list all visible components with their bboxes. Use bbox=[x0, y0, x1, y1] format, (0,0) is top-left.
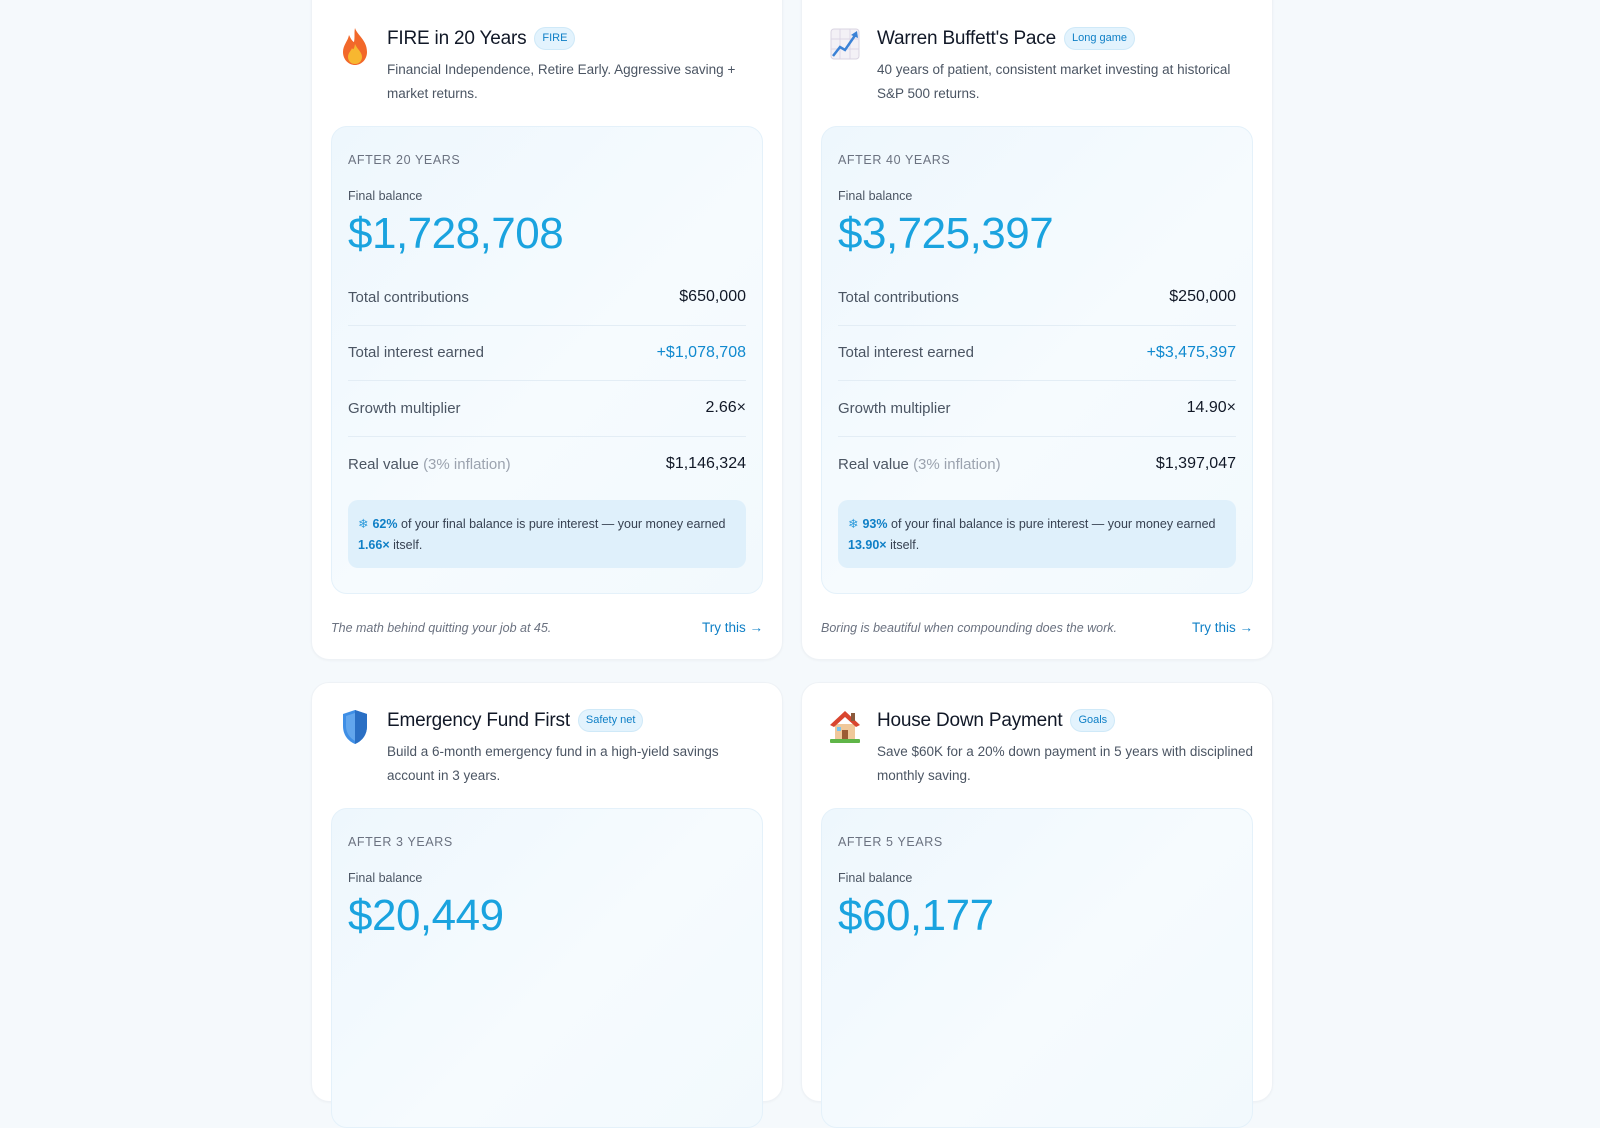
results-panel: AFTER 3 YEARS Final balance $20,449 bbox=[331, 808, 763, 1128]
category-badge: Long game bbox=[1063, 27, 1136, 50]
card-header: Emergency Fund First Safety net Build a … bbox=[331, 708, 763, 787]
final-balance-value: $3,725,397 bbox=[838, 209, 1054, 258]
final-balance-value: $1,728,708 bbox=[348, 209, 564, 258]
row-label: Total interest earned bbox=[838, 344, 974, 362]
tagline: The math behind quitting your job at 45. bbox=[331, 620, 552, 635]
real-value-row: Real value (3% inflation) $1,397,047 bbox=[838, 437, 1236, 493]
card-header: House Down Payment Goals Save $60K for a… bbox=[821, 708, 1253, 787]
card-footer: The math behind quitting your job at 45.… bbox=[331, 620, 763, 635]
results-panel: AFTER 40 YEARS Final balance $3,725,397 … bbox=[821, 126, 1253, 594]
card-description: Build a 6-month emergency fund in a high… bbox=[387, 744, 719, 783]
row-label: Growth multiplier bbox=[348, 399, 461, 417]
card-header: FIRE in 20 Years FIRE Financial Independ… bbox=[331, 26, 763, 105]
results-panel: AFTER 5 YEARS Final balance $60,177 bbox=[821, 808, 1253, 1128]
row-label: Growth multiplier bbox=[838, 399, 951, 417]
scenario-card-house-down-payment: House Down Payment Goals Save $60K for a… bbox=[801, 682, 1273, 1128]
final-balance-label: Final balance bbox=[348, 871, 423, 885]
sparkle-icon: ❄ bbox=[358, 517, 369, 531]
interest-percent: 93% bbox=[862, 517, 888, 531]
shield-icon bbox=[336, 708, 374, 750]
interest-row: Total interest earned +$1,078,708 bbox=[348, 326, 746, 381]
scenario-grid: FIRE in 20 Years FIRE Financial Independ… bbox=[311, 0, 1273, 1128]
insight-text: of your final balance is pure interest —… bbox=[397, 517, 726, 531]
duration-label: AFTER 5 YEARS bbox=[838, 835, 943, 849]
final-balance-value: $20,449 bbox=[348, 891, 504, 940]
try-this-link[interactable]: Try this → bbox=[1191, 620, 1253, 635]
interest-value: +$3,475,397 bbox=[1146, 343, 1236, 361]
insight-text-end: itself. bbox=[886, 538, 920, 552]
interest-insight: ❄ 62% of your final balance is pure inter… bbox=[348, 500, 746, 568]
sparkle-icon: ❄ bbox=[848, 517, 859, 531]
scenario-card-fire: FIRE in 20 Years FIRE Financial Independ… bbox=[311, 0, 783, 660]
scenario-card-buffett: Warren Buffett's Pace Long game 40 years… bbox=[801, 0, 1273, 660]
real-value: $1,397,047 bbox=[1155, 455, 1236, 473]
card-title: House Down Payment bbox=[877, 709, 1063, 731]
card-header: Warren Buffett's Pace Long game 40 years… bbox=[821, 26, 1253, 105]
category-badge: Safety net bbox=[577, 709, 644, 732]
multiplier-value: 14.90× bbox=[1186, 399, 1236, 417]
row-label: Real value bbox=[838, 455, 909, 473]
results-panel: AFTER 20 YEARS Final balance $1,728,708 … bbox=[331, 126, 763, 594]
row-label: Total interest earned bbox=[348, 344, 484, 362]
duration-label: AFTER 20 YEARS bbox=[348, 153, 461, 167]
multiplier-row: Growth multiplier 14.90× bbox=[838, 381, 1236, 437]
insight-text-end: itself. bbox=[389, 538, 423, 552]
row-label: Total contributions bbox=[348, 288, 469, 306]
multiplier-value: 2.66× bbox=[705, 399, 746, 417]
final-balance-label: Final balance bbox=[838, 189, 913, 203]
real-value-row: Real value (3% inflation) $1,146,324 bbox=[348, 437, 746, 493]
row-label: Real value bbox=[348, 455, 419, 473]
card-description: 40 years of patient, consistent market i… bbox=[877, 62, 1231, 101]
house-icon bbox=[826, 708, 864, 750]
inflation-note: (3% inflation) bbox=[423, 455, 511, 473]
card-footer: Boring is beautiful when compounding doe… bbox=[821, 620, 1253, 635]
card-description: Save $60K for a 20% down payment in 5 ye… bbox=[877, 744, 1253, 783]
chart-increasing-icon bbox=[826, 26, 864, 68]
card-title: Emergency Fund First bbox=[387, 709, 570, 731]
scenario-card-emergency-fund: Emergency Fund First Safety net Build a … bbox=[311, 682, 783, 1128]
row-label: Total contributions bbox=[838, 288, 959, 306]
interest-percent: 62% bbox=[372, 517, 398, 531]
try-this-link[interactable]: Try this → bbox=[701, 620, 763, 635]
interest-insight: ❄ 93% of your final balance is pure inter… bbox=[838, 500, 1236, 568]
duration-label: AFTER 3 YEARS bbox=[348, 835, 453, 849]
final-balance-value: $60,177 bbox=[838, 891, 994, 940]
contributions-row: Total contributions $650,000 bbox=[348, 270, 746, 326]
duration-label: AFTER 40 YEARS bbox=[838, 153, 951, 167]
card-description: Financial Independence, Retire Early. Ag… bbox=[387, 62, 736, 101]
final-balance-label: Final balance bbox=[838, 871, 913, 885]
earned-multiplier: 1.66× bbox=[358, 538, 390, 552]
contributions-value: $250,000 bbox=[1169, 288, 1236, 306]
tagline: Boring is beautiful when compounding doe… bbox=[821, 620, 1118, 635]
card-title: Warren Buffett's Pace bbox=[877, 27, 1056, 49]
earned-multiplier: 13.90× bbox=[848, 538, 887, 552]
interest-row: Total interest earned +$3,475,397 bbox=[838, 326, 1236, 381]
category-badge: FIRE bbox=[534, 27, 576, 50]
fire-icon bbox=[336, 26, 374, 68]
contributions-row: Total contributions $250,000 bbox=[838, 270, 1236, 326]
real-value: $1,146,324 bbox=[665, 455, 746, 473]
final-balance-label: Final balance bbox=[348, 189, 423, 203]
category-badge: Goals bbox=[1070, 709, 1116, 732]
interest-value: +$1,078,708 bbox=[656, 343, 746, 361]
contributions-value: $650,000 bbox=[679, 288, 746, 306]
inflation-note: (3% inflation) bbox=[913, 455, 1001, 473]
insight-text: of your final balance is pure interest —… bbox=[887, 517, 1216, 531]
multiplier-row: Growth multiplier 2.66× bbox=[348, 381, 746, 437]
card-title: FIRE in 20 Years bbox=[387, 27, 527, 49]
